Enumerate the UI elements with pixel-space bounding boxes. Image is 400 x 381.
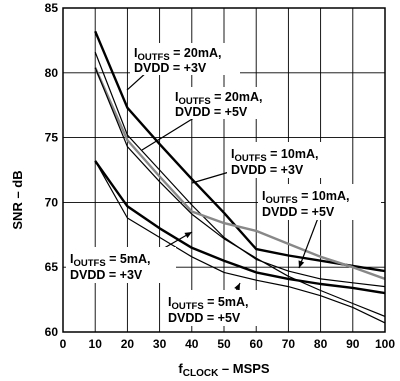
series-line-s5_3 (94, 160, 386, 295)
series-line-s20_3 (94, 30, 386, 273)
svg-text:IOUTFS = 20mA,: IOUTFS = 20mA, (175, 90, 262, 107)
plot-frame (62, 7, 386, 333)
annotation-5ma-3v: IOUTFS = 5mA, DVDD = +3V (66, 247, 176, 283)
y-axis-title: SNR – dB (10, 170, 25, 229)
annotation-5ma-5v: IOUTFS = 5mA, DVDD = +5V (164, 290, 274, 326)
x-tick-label: 30 (153, 337, 167, 351)
svg-text:IOUTFS = 10mA,: IOUTFS = 10mA, (262, 189, 349, 206)
callout-leader-10ma-5v (298, 217, 319, 269)
y-tick-label: 65 (45, 260, 59, 274)
y-tick-label: 60 (45, 325, 59, 339)
callout-arrow-5ma-3v (184, 232, 192, 239)
svg-text:DVDD = +3V: DVDD = +3V (231, 163, 304, 177)
y-tick-label: 85 (45, 1, 59, 15)
annotation-10ma-5v: IOUTFS = 10mA, DVDD = +5V (258, 184, 381, 220)
series-line-s10_3 (94, 67, 386, 281)
svg-text:DVDD = +5V: DVDD = +5V (262, 205, 335, 219)
annotation-10ma-3v: IOUTFS = 10mA, DVDD = +3V (227, 142, 341, 178)
x-tick-label: 70 (282, 337, 296, 351)
svg-text:IOUTFS = 5mA,: IOUTFS = 5mA, (168, 295, 249, 312)
series-line-s5_5 (94, 160, 386, 324)
x-tick-label: 0 (60, 337, 67, 351)
svg-text:IOUTFS = 20mA,: IOUTFS = 20mA, (134, 46, 221, 63)
y-tick-label: 80 (45, 66, 59, 80)
svg-text:DVDD = +3V: DVDD = +3V (70, 268, 143, 282)
callout-arrow-10ma-5v (298, 260, 305, 268)
svg-text:DVDD = +5V: DVDD = +5V (175, 105, 248, 119)
callout-arrow-5ma-5v (234, 283, 240, 291)
annotation-20ma-5v: IOUTFS = 20mA, DVDD = +5V (171, 87, 281, 119)
tick-labels: 0 10 20 30 40 50 60 70 80 90 100 60 65 70 75 80 85 (45, 1, 396, 351)
callout-leader-20ma-5v (141, 115, 198, 151)
x-tick-label: 100 (375, 337, 395, 351)
svg-text:IOUTFS = 5mA,: IOUTFS = 5mA, (70, 252, 151, 269)
x-tick-label: 40 (185, 337, 199, 351)
svg-text:IOUTFS = 10mA,: IOUTFS = 10mA, (231, 147, 318, 164)
x-tick-label: 10 (89, 337, 103, 351)
series-line-s10_5 (94, 67, 386, 317)
x-axis-title: fCLOCK – MSPS (178, 361, 270, 379)
x-tick-label: 20 (121, 337, 135, 351)
y-tick-label: 70 (45, 195, 59, 209)
series-layer (94, 30, 386, 324)
x-tick-label: 60 (250, 337, 264, 351)
svg-text:DVDD = +3V: DVDD = +3V (134, 61, 207, 75)
svg-text:DVDD = +5V: DVDD = +5V (168, 311, 241, 325)
y-tick-label: 75 (45, 131, 59, 145)
x-tick-label: 90 (346, 337, 360, 351)
x-tick-label: 50 (217, 337, 231, 351)
x-tick-label: 80 (314, 337, 328, 351)
annotation-20ma-3v: IOUTFS = 20mA, DVDD = +3V (130, 43, 240, 75)
